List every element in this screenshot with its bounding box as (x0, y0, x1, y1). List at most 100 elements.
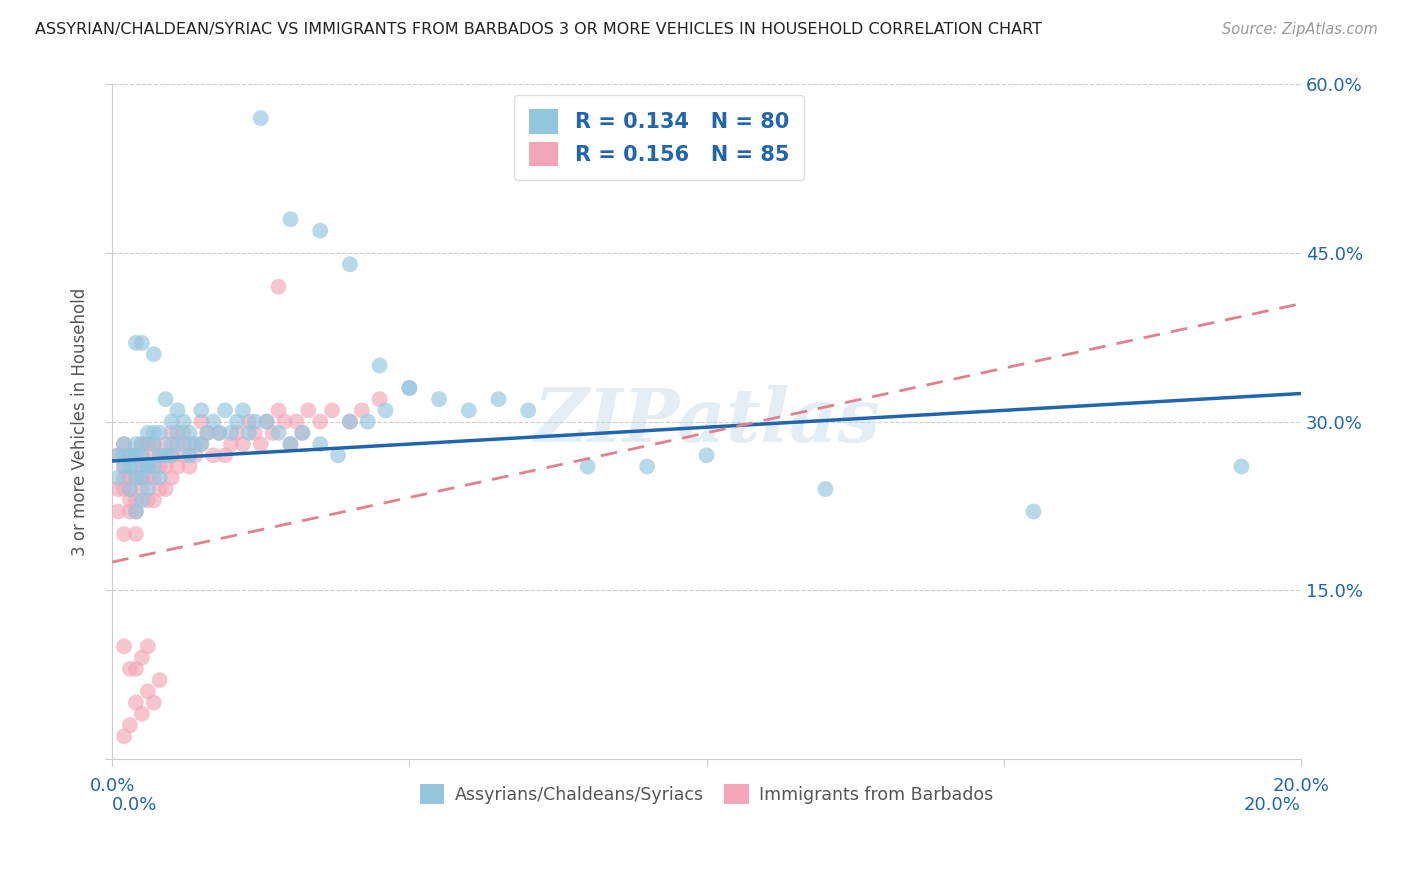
Point (118, 493, 141, 508)
Point (131, 448, 153, 462)
Point (142, 459, 165, 474)
Point (118, 718, 141, 732)
Point (267, 279, 290, 293)
Point (326, 448, 349, 462)
Point (136, 459, 159, 474)
Point (131, 437, 153, 451)
Point (155, 448, 177, 462)
Text: Source: ZipAtlas.com: Source: ZipAtlas.com (1222, 22, 1378, 37)
Point (195, 425, 218, 440)
Point (107, 448, 129, 462)
Point (357, 415, 380, 429)
Point (256, 415, 278, 429)
Point (112, 527, 135, 541)
Point (232, 403, 254, 417)
Point (118, 448, 141, 462)
Point (125, 527, 148, 541)
Point (166, 403, 188, 417)
Point (131, 335, 153, 350)
Point (125, 696, 148, 710)
Point (136, 459, 159, 474)
Point (112, 437, 135, 451)
Point (125, 335, 148, 350)
Point (125, 504, 148, 518)
Point (238, 415, 260, 429)
Point (262, 425, 284, 440)
Point (112, 459, 135, 474)
Point (149, 471, 172, 485)
Point (202, 415, 225, 429)
Point (160, 415, 183, 429)
Point (172, 437, 194, 451)
Point (291, 425, 314, 440)
Point (107, 504, 129, 518)
Point (136, 684, 159, 698)
Point (118, 459, 141, 474)
Point (208, 425, 231, 440)
Point (125, 471, 148, 485)
Point (112, 640, 135, 654)
Point (309, 415, 332, 429)
Point (155, 482, 177, 496)
Point (142, 471, 165, 485)
Point (457, 403, 479, 417)
Point (136, 640, 159, 654)
Point (136, 459, 159, 474)
Point (249, 437, 271, 451)
Point (184, 448, 207, 462)
Point (155, 459, 177, 474)
Point (142, 696, 165, 710)
Point (112, 448, 135, 462)
Point (339, 257, 361, 271)
Point (149, 448, 172, 462)
Point (427, 392, 450, 406)
Point (285, 415, 308, 429)
Point (131, 493, 153, 508)
Point (155, 437, 177, 451)
Point (636, 459, 658, 474)
Point (1022, 504, 1045, 518)
Point (243, 425, 266, 440)
Point (184, 437, 207, 451)
Text: ASSYRIAN/CHALDEAN/SYRIAC VS IMMIGRANTS FROM BARBADOS 3 OR MORE VEHICLES IN HOUSE: ASSYRIAN/CHALDEAN/SYRIAC VS IMMIGRANTS F… (35, 22, 1042, 37)
Point (107, 482, 129, 496)
Point (142, 437, 165, 451)
Point (125, 504, 148, 518)
Point (125, 493, 148, 508)
Point (576, 459, 599, 474)
Point (142, 448, 165, 462)
Point (131, 448, 153, 462)
Point (350, 403, 373, 417)
Point (131, 482, 153, 496)
Point (368, 392, 391, 406)
Point (107, 471, 129, 485)
Point (179, 437, 201, 451)
Point (149, 448, 172, 462)
Point (166, 425, 188, 440)
Point (214, 448, 236, 462)
Point (696, 448, 718, 462)
Point (1230, 459, 1253, 474)
Point (190, 437, 212, 451)
Point (219, 425, 242, 440)
Point (136, 425, 159, 440)
Point (517, 403, 540, 417)
Point (155, 392, 177, 406)
Text: ZIPatlas: ZIPatlas (533, 385, 880, 458)
Point (149, 673, 172, 687)
Point (190, 403, 212, 417)
Point (149, 459, 172, 474)
Point (172, 415, 194, 429)
Point (125, 662, 148, 676)
Point (131, 706, 153, 721)
Point (136, 471, 159, 485)
Point (149, 425, 172, 440)
Point (280, 437, 302, 451)
Point (131, 471, 153, 485)
Point (267, 403, 290, 417)
Point (179, 448, 201, 462)
Y-axis label: 3 or more Vehicles in Household: 3 or more Vehicles in Household (72, 287, 89, 556)
Point (309, 223, 332, 237)
Point (112, 729, 135, 743)
Point (232, 437, 254, 451)
